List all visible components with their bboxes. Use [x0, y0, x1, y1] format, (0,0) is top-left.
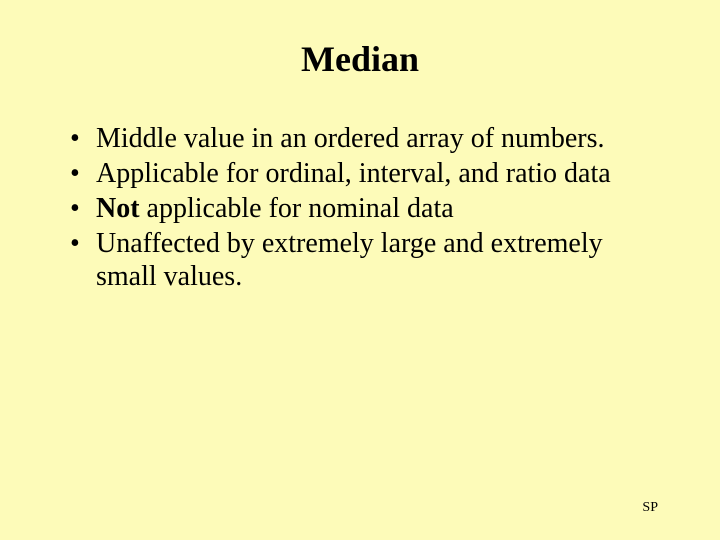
slide-title: Median: [60, 38, 660, 80]
list-item: Applicable for ordinal, interval, and ra…: [70, 157, 660, 190]
bullet-text: Applicable for ordinal, interval, and ra…: [96, 158, 611, 189]
bullet-list: Middle value in an ordered array of numb…: [60, 122, 660, 293]
bullet-text: applicable for nominal data: [140, 193, 454, 224]
bullet-bold: Not: [96, 193, 140, 224]
bullet-text: Middle value in an ordered array of numb…: [96, 123, 604, 154]
slide: Median Middle value in an ordered array …: [0, 0, 720, 540]
list-item: Unaffected by extremely large and extrem…: [70, 227, 660, 293]
bullet-text: Unaffected by extremely large and extrem…: [96, 228, 603, 292]
list-item: Middle value in an ordered array of numb…: [70, 122, 660, 155]
list-item: Not applicable for nominal data: [70, 192, 660, 225]
footer-label: SP: [642, 500, 658, 516]
